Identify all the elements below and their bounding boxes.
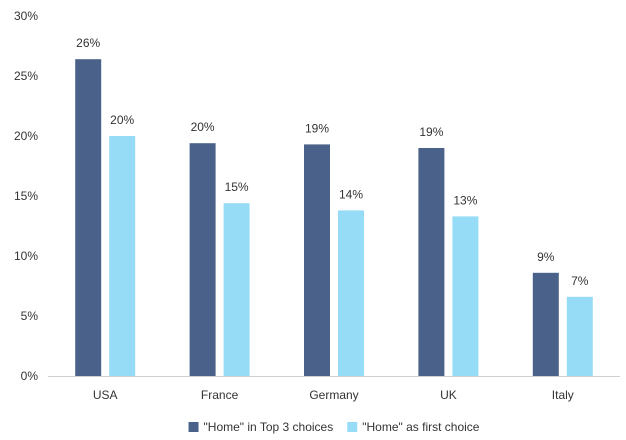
x-tick-label: Germany [309, 388, 358, 402]
x-tick-label: UK [440, 388, 457, 402]
data-label: 15% [225, 180, 249, 194]
data-label: 20% [110, 113, 134, 127]
bar-home-top3 [189, 143, 216, 376]
bar-home-top3 [304, 144, 330, 376]
bars [75, 59, 593, 376]
legend-item: "Home" in Top 3 choices [188, 420, 334, 434]
data-label: 13% [453, 193, 477, 207]
bar-home-first-choice [223, 203, 250, 376]
y-tick-label: 20% [14, 129, 38, 143]
x-tick-label: USA [93, 388, 118, 402]
y-tick-label: 30% [14, 9, 38, 23]
y-tick-label: 10% [14, 249, 38, 263]
legend-label: "Home" as first choice [362, 420, 480, 434]
y-tick-label: 25% [14, 69, 38, 83]
bar-home-top3 [532, 272, 559, 376]
y-tick-label: 0% [21, 369, 39, 383]
data-label: 19% [419, 125, 443, 139]
bar-home-first-choice [338, 210, 364, 376]
bar-home-first-choice [109, 136, 136, 376]
y-axis: 0% 5% 10% 15% 20% 25% 30% [14, 9, 38, 383]
data-label: 26% [76, 36, 100, 50]
legend-label: "Home" in Top 3 choices [204, 420, 334, 434]
legend: "Home" in Top 3 choices "Home" as first c… [188, 420, 480, 434]
x-tick-label: Italy [552, 388, 574, 402]
bar-home-top3 [75, 59, 102, 376]
data-label: 20% [191, 120, 215, 134]
y-tick-label: 15% [14, 189, 38, 203]
x-axis: USA France Germany UK Italy [93, 388, 574, 402]
bar-home-first-choice [566, 296, 593, 376]
y-tick-label: 5% [21, 309, 39, 323]
legend-swatch [347, 422, 358, 432]
data-labels: 26% 20% 20% 15% 19% 14% 19% 13% 9% 7% [76, 36, 589, 288]
data-label: 19% [305, 121, 329, 135]
x-tick-label: France [201, 388, 239, 402]
bar-home-first-choice [452, 216, 479, 376]
data-label: 9% [537, 250, 555, 264]
legend-swatch [188, 422, 199, 432]
data-label: 14% [339, 187, 363, 201]
bar-home-top3 [418, 148, 445, 376]
data-label: 7% [571, 274, 589, 288]
legend-item: "Home" as first choice [347, 420, 480, 434]
